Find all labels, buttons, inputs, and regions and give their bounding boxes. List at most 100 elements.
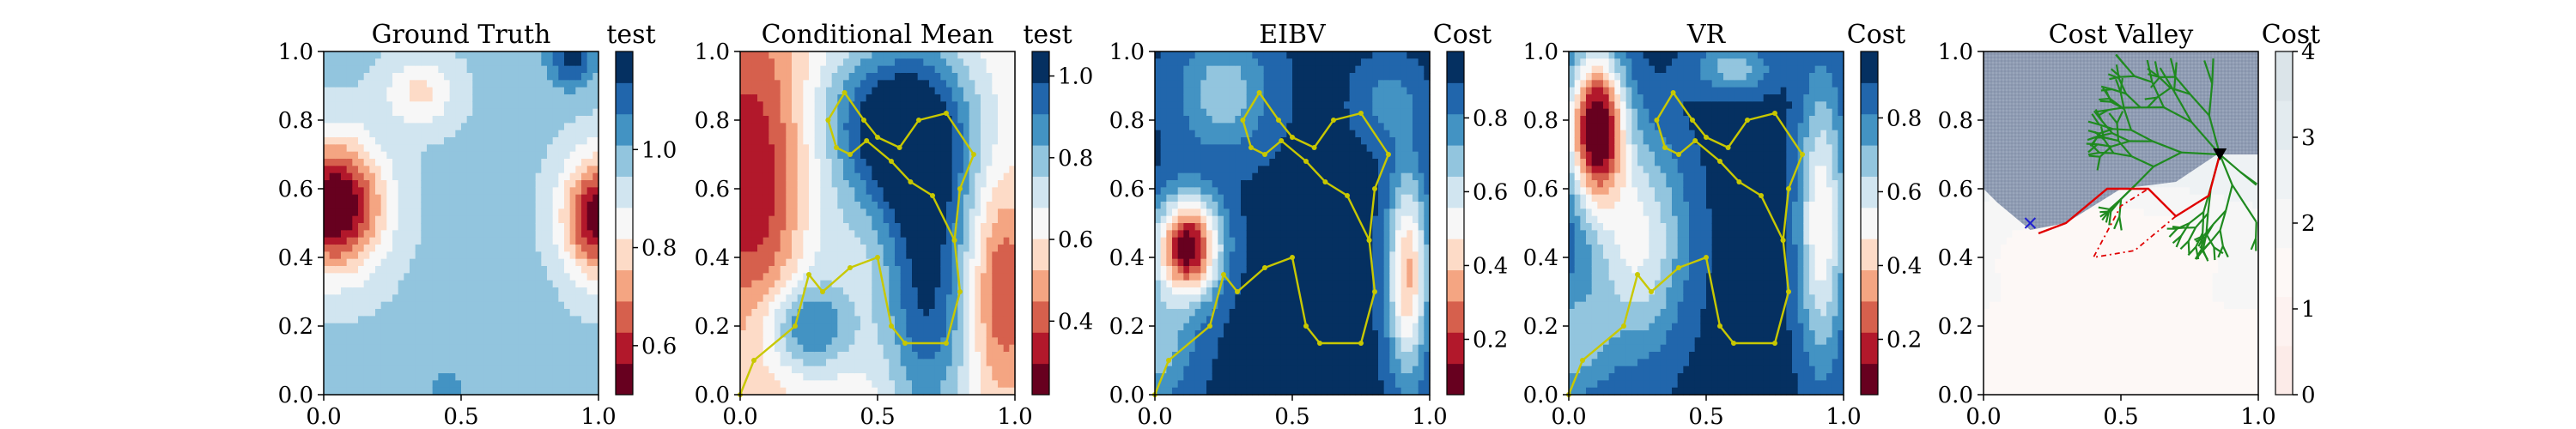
heatmap-cell [1009,316,1016,324]
heatmap-cell [341,373,348,381]
heatmap-cell [552,130,559,138]
heatmap-cell [786,280,793,288]
heatmap-cell [558,237,565,245]
heatmap-cell [848,116,855,124]
heatmap-cell [455,180,462,188]
heatmap-cell [455,230,462,239]
heatmap-cell [1177,166,1184,174]
heatmap-cell [792,287,799,295]
heatmap-cell [934,387,941,396]
heatmap-cell [866,80,872,88]
heatmap-cell [518,251,525,260]
heatmap-cell [392,58,399,67]
heatmap-cell [912,352,919,360]
heatmap-cell [969,180,975,188]
heatmap-cell [769,287,775,295]
heatmap-cell [843,237,850,245]
heatmap-cell [472,323,479,331]
heatmap-cell [929,80,936,88]
heatmap-cell [843,330,850,338]
heatmap-cell [1177,323,1184,331]
heatmap-cell [386,323,393,331]
heatmap-cell [552,309,559,317]
heatmap-cell [524,187,531,196]
heatmap-cell [762,180,769,188]
heatmap-cell [786,180,793,188]
heatmap-cell [762,237,769,245]
heatmap-cell [969,287,975,295]
heatmap-cell [535,280,542,288]
heatmap-cell [369,230,376,239]
heatmap-cell [769,330,775,338]
heatmap-cell [518,287,525,295]
heatmap-cell [513,316,519,324]
heatmap-cell [1009,202,1016,209]
heatmap-cell [826,151,833,160]
heatmap-cell [483,380,490,389]
heatmap-cell [762,344,769,353]
heatmap-cell [483,144,490,153]
heatmap-cell [889,251,896,260]
heatmap-cell [592,180,599,188]
heatmap-cell [998,251,1005,260]
heatmap-cell [820,101,827,110]
heatmap-cell [324,116,331,124]
heatmap-cell [872,87,878,95]
heatmap-cell [940,366,947,374]
heatmap-cell [917,101,924,110]
heatmap-cell [410,51,416,59]
heatmap-cell [929,101,936,110]
heatmap-cell [335,316,342,324]
heatmap-cell [981,323,987,331]
heatmap-cell [1177,73,1184,81]
heatmap-cell [745,223,752,231]
heatmap-cell [1009,230,1016,239]
heatmap-cell [489,144,496,153]
heatmap-cell [831,123,838,131]
heatmap-cell [957,309,964,317]
heatmap-cell [981,123,987,131]
heatmap-cell [792,137,799,145]
heatmap-cell [986,80,993,88]
heatmap-cell [951,366,958,374]
heatmap-cell [369,94,376,102]
heatmap-cell [507,280,513,288]
heatmap-cell [889,172,896,181]
heatmap-cell [410,380,416,389]
heatmap-cell [757,344,764,353]
heatmap-cell [769,215,775,224]
heatmap-cell [883,65,890,74]
path-waypoint [820,289,825,294]
heatmap-cell [369,366,376,374]
heatmap-cell [923,380,930,389]
heatmap-cell [569,387,576,396]
heatmap-cell [421,366,428,374]
heatmap-cell [1160,101,1167,110]
heatmap-cell [335,116,342,124]
heatmap-cell [757,108,764,117]
heatmap-cell [998,73,1005,81]
heatmap-cell [547,316,554,324]
heatmap-cell [518,294,525,303]
heatmap-cell [346,287,353,295]
heatmap-cell [427,330,434,338]
heatmap-cell [878,137,884,145]
heatmap-cell [449,330,456,338]
heatmap-cell [495,323,502,331]
heatmap-cell [757,366,764,374]
heatmap-cell [410,208,416,217]
heatmap-cell [329,130,336,138]
sampling-path [738,90,975,396]
heatmap-cell [809,144,816,153]
heatmap-cell [575,58,582,67]
heatmap-cell [951,373,958,381]
heatmap-cell [963,151,970,160]
heatmap-cell [1177,309,1184,317]
heatmap-cell [398,280,404,288]
heatmap-cell [507,194,513,202]
heatmap-cell [797,359,804,367]
x-tick-label: 0.0 [722,404,757,429]
heatmap-cell [472,208,479,217]
heatmap-cell [975,344,981,353]
heatmap-cell [586,108,593,117]
